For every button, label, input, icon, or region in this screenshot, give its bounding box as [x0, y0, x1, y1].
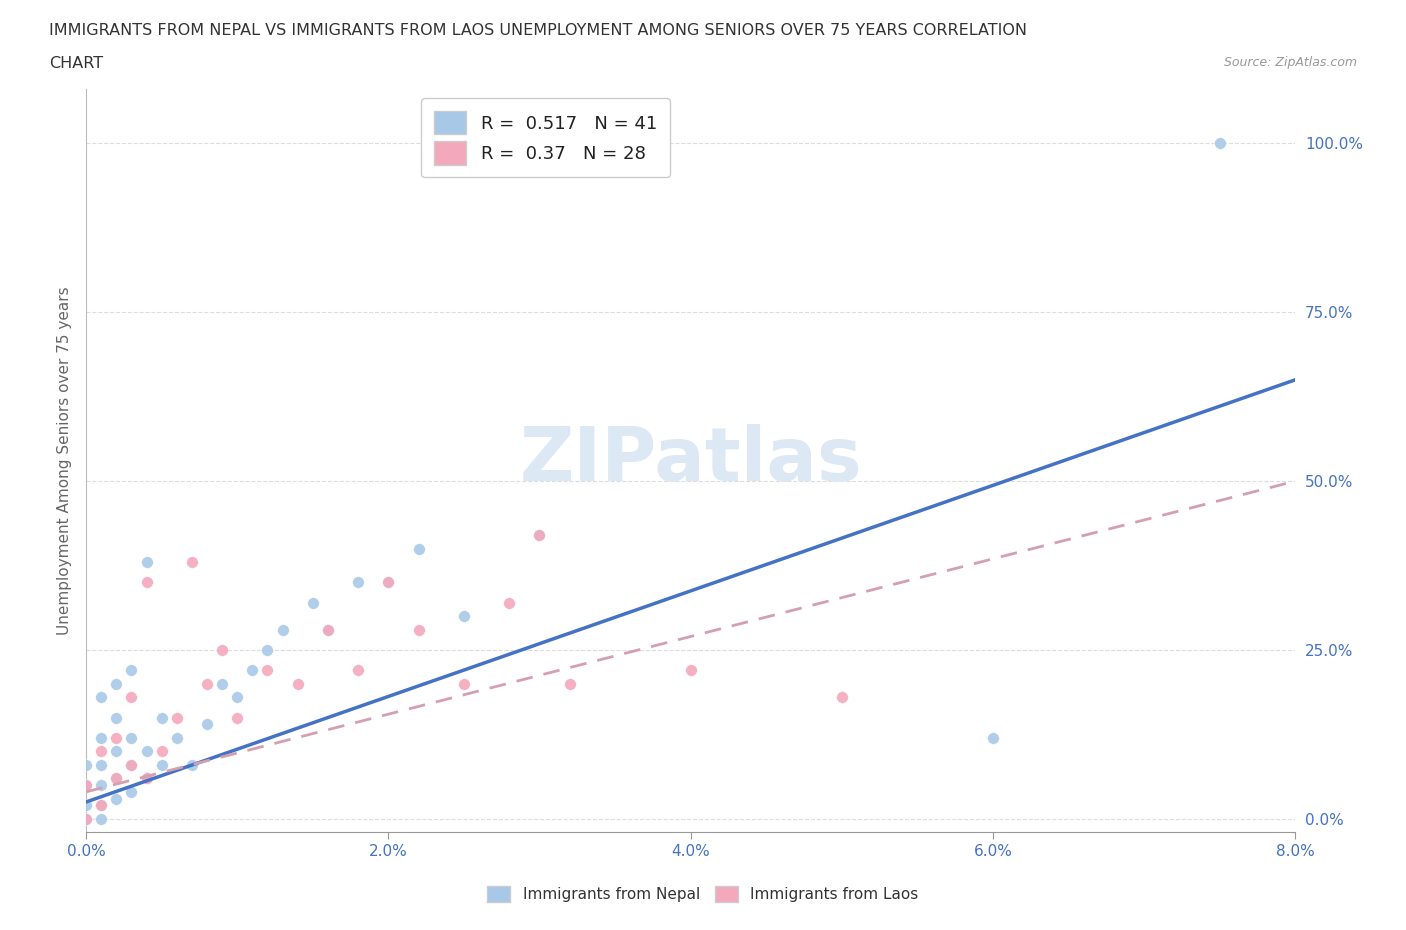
Point	[135, 555, 157, 570]
Point	[135, 744, 157, 759]
Point	[271, 622, 294, 637]
Text: Source: ZipAtlas.com: Source: ZipAtlas.com	[1223, 56, 1357, 69]
Point	[679, 663, 702, 678]
Point	[90, 757, 112, 772]
Point	[75, 812, 97, 827]
Y-axis label: Unemployment Among Seniors over 75 years: Unemployment Among Seniors over 75 years	[58, 286, 72, 635]
Point	[226, 711, 249, 725]
Point	[120, 663, 142, 678]
Point	[180, 555, 202, 570]
Point	[453, 609, 475, 624]
Point	[120, 690, 142, 705]
Point	[981, 730, 1004, 745]
Point	[135, 771, 157, 786]
Point	[150, 744, 173, 759]
Point	[105, 730, 128, 745]
Text: CHART: CHART	[49, 56, 103, 71]
Point	[377, 575, 399, 590]
Point	[105, 744, 128, 759]
Point	[105, 791, 128, 806]
Point	[498, 595, 520, 610]
Text: IMMIGRANTS FROM NEPAL VS IMMIGRANTS FROM LAOS UNEMPLOYMENT AMONG SENIORS OVER 75: IMMIGRANTS FROM NEPAL VS IMMIGRANTS FROM…	[49, 23, 1028, 38]
Point	[195, 717, 218, 732]
Point	[90, 798, 112, 813]
Point	[135, 771, 157, 786]
Point	[316, 622, 339, 637]
Point	[1208, 136, 1230, 151]
Point	[529, 527, 551, 542]
Point	[301, 595, 323, 610]
Point	[105, 676, 128, 691]
Point	[135, 575, 157, 590]
Point	[226, 690, 249, 705]
Point	[120, 757, 142, 772]
Point	[240, 663, 263, 678]
Point	[256, 643, 278, 658]
Point	[347, 575, 370, 590]
Point	[558, 676, 581, 691]
Point	[75, 812, 97, 827]
Point	[105, 771, 128, 786]
Legend: Immigrants from Nepal, Immigrants from Laos: Immigrants from Nepal, Immigrants from L…	[481, 880, 925, 909]
Point	[90, 777, 112, 792]
Point	[90, 798, 112, 813]
Point	[150, 711, 173, 725]
Point	[211, 676, 233, 691]
Point	[529, 527, 551, 542]
Point	[120, 730, 142, 745]
Point	[166, 711, 188, 725]
Point	[166, 730, 188, 745]
Point	[75, 798, 97, 813]
Point	[316, 622, 339, 637]
Point	[90, 744, 112, 759]
Point	[75, 757, 97, 772]
Point	[287, 676, 309, 691]
Point	[377, 575, 399, 590]
Legend: R =  0.517   N = 41, R =  0.37   N = 28: R = 0.517 N = 41, R = 0.37 N = 28	[422, 99, 669, 178]
Point	[75, 777, 97, 792]
Point	[150, 757, 173, 772]
Point	[105, 771, 128, 786]
Text: ZIPatlas: ZIPatlas	[519, 424, 862, 498]
Point	[453, 676, 475, 691]
Point	[195, 676, 218, 691]
Point	[256, 663, 278, 678]
Point	[120, 784, 142, 799]
Point	[408, 541, 430, 556]
Point	[831, 690, 853, 705]
Point	[90, 812, 112, 827]
Point	[180, 757, 202, 772]
Point	[75, 777, 97, 792]
Point	[211, 643, 233, 658]
Point	[90, 690, 112, 705]
Point	[120, 757, 142, 772]
Point	[90, 730, 112, 745]
Point	[408, 622, 430, 637]
Point	[347, 663, 370, 678]
Point	[105, 711, 128, 725]
